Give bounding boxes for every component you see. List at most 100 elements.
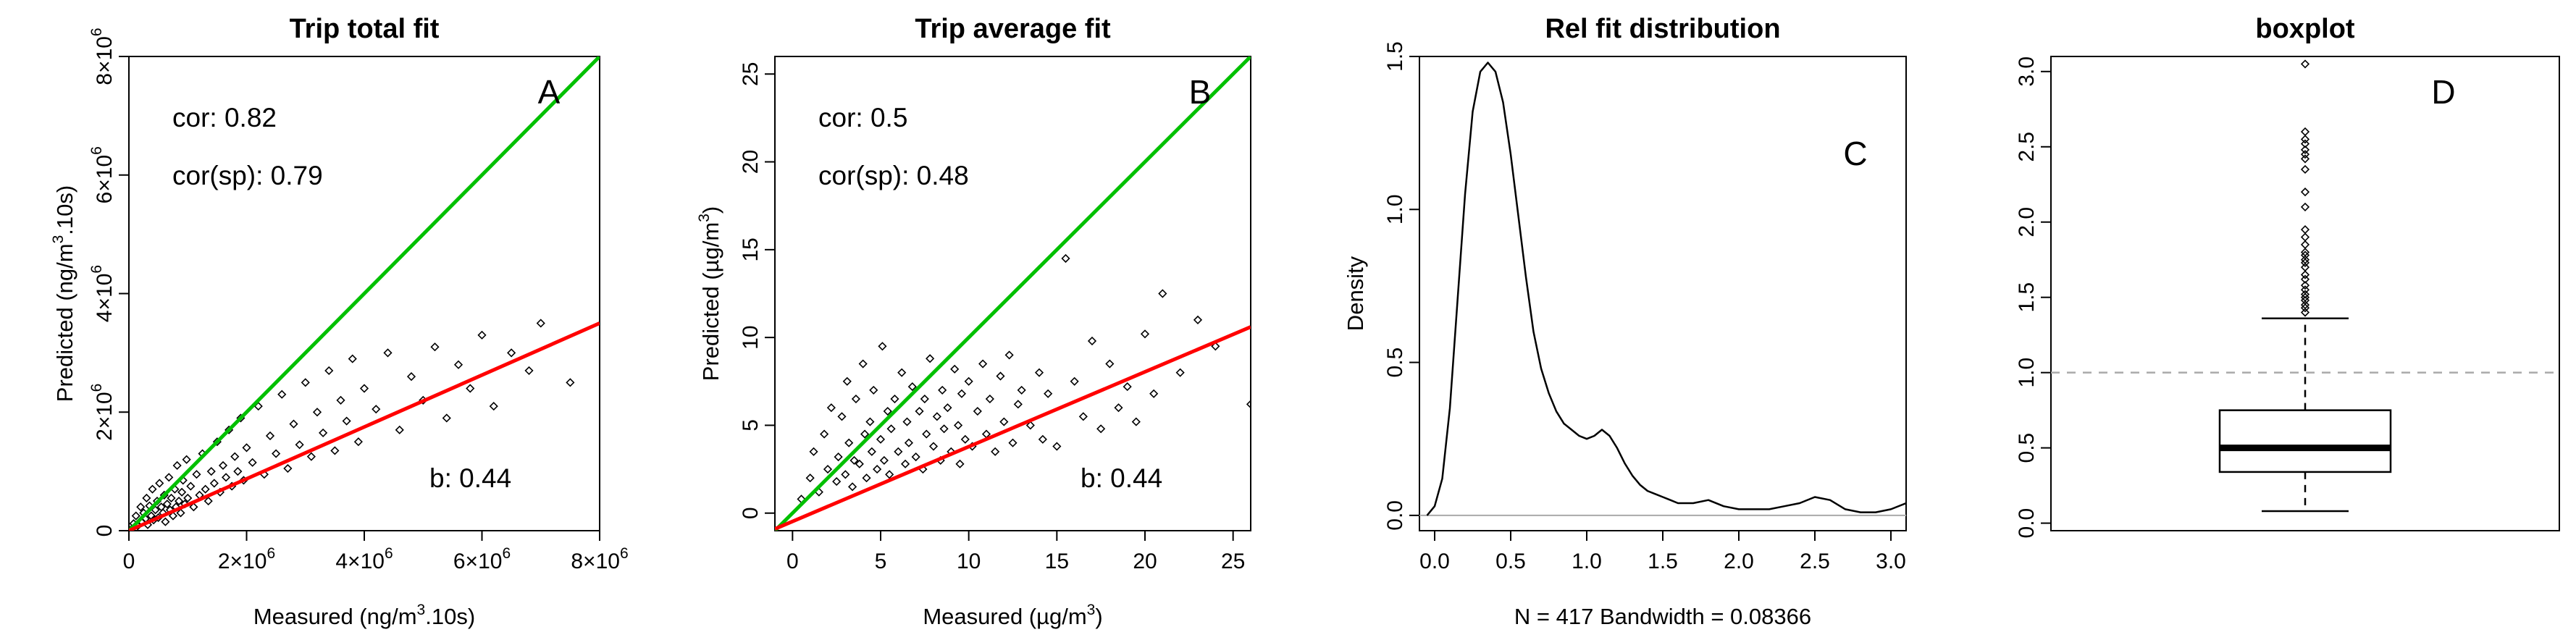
outlier-point: [2300, 188, 2310, 197]
x-tick-label: 2.0: [1724, 550, 1754, 573]
y-tick-label: 1.0: [2015, 358, 2039, 388]
data-point: [837, 412, 847, 421]
data-point: [1114, 403, 1123, 413]
x-tick-label: 0.5: [1495, 550, 1526, 573]
data-point: [1149, 389, 1159, 398]
data-point: [960, 434, 970, 444]
chart-title: boxplot: [2255, 14, 2355, 44]
x-tick-label-exp: 6: [502, 545, 511, 562]
data-layer: [129, 56, 600, 531]
y-axis-label-post: .10s): [52, 185, 77, 235]
y-tick-label: 2.5: [2015, 132, 2039, 162]
data-point: [406, 372, 416, 382]
data-point: [221, 473, 231, 482]
outlier-point: [2300, 240, 2310, 250]
x-axis-label-pre: Measured (µg/m: [923, 604, 1086, 629]
data-point: [820, 429, 829, 439]
x-tick-label: 2×106: [218, 545, 275, 573]
data-point: [950, 364, 960, 374]
data-point: [885, 470, 894, 479]
data-point: [489, 401, 498, 411]
data-point: [430, 342, 440, 352]
x-tick-label-exp: 6: [267, 545, 275, 562]
data-point: [902, 417, 912, 426]
outlier-point: [2300, 59, 2310, 69]
x-tick-label: 4×106: [335, 545, 393, 573]
data-point: [883, 406, 892, 416]
data-point: [142, 493, 151, 503]
outlier-point: [2300, 290, 2310, 299]
data-point: [162, 500, 172, 509]
outlier-point: [2300, 280, 2310, 290]
data-point: [873, 465, 882, 474]
panel-letter: C: [1843, 135, 1867, 172]
outlier-point: [2300, 232, 2310, 242]
y-axis-label-sup: 3: [50, 235, 67, 244]
data-point: [477, 330, 487, 340]
x-axis-label-post: ): [1095, 604, 1102, 629]
data-point: [136, 502, 146, 512]
data-point: [566, 378, 575, 387]
data-point: [858, 359, 868, 369]
data-point: [168, 511, 178, 521]
data-point: [172, 460, 182, 471]
y-tick-label: 0: [739, 507, 763, 519]
fit-line: [129, 321, 600, 531]
panel-b-trip-average-fit: Trip average fit 0 5 10 15 20 25 0 5 10 15 20 25 Meas…: [696, 14, 1251, 629]
data-point: [922, 429, 931, 439]
data-point: [248, 458, 257, 467]
identity-line: [129, 56, 600, 531]
chart-title: Trip total fit: [290, 14, 440, 44]
y-axis-label: Density: [1343, 256, 1368, 331]
data-point: [904, 438, 914, 447]
data-layer: [2051, 59, 2559, 513]
x-axis-label-pre: Measured (ng/m: [253, 604, 417, 629]
y-tick-label-base: 4×10: [93, 274, 117, 323]
y-axis-label-pre: Predicted (µg/m: [698, 222, 723, 381]
data-point: [890, 394, 899, 404]
x-axis-label: N = 417 Bandwidth = 0.08366: [1514, 604, 1811, 629]
y-tick-label: 20: [739, 150, 763, 174]
data-point: [383, 348, 393, 358]
x-tick-label: 20: [1133, 550, 1157, 573]
data-point: [964, 376, 973, 386]
panel-d-boxplot: boxplot 0.0 0.5 1.0 1.5 2.0 2.5 3.0 D: [2015, 14, 2560, 538]
y-axis-label-sup: 3: [696, 214, 713, 222]
data-point: [1087, 336, 1097, 346]
y-tick-label: 6×106: [88, 146, 117, 203]
y-tick-label: 4×106: [88, 265, 117, 322]
data-point: [991, 447, 1000, 456]
y-tick-label: 5: [739, 419, 763, 431]
data-point: [897, 368, 907, 377]
data-point: [847, 482, 857, 492]
panel-letter: B: [1189, 73, 1212, 111]
outlier-point: [2300, 300, 2310, 310]
data-point: [928, 442, 939, 451]
y-tick-label: 3.0: [2015, 56, 2039, 87]
density-curve: [1426, 62, 1906, 516]
data-point: [536, 319, 545, 328]
data-point: [1140, 329, 1150, 339]
y-tick-label: 2.0: [2015, 207, 2039, 237]
x-tick-label: 3.0: [1876, 550, 1906, 573]
data-point: [862, 473, 871, 483]
data-point: [319, 428, 328, 437]
x-tick-label: 5: [875, 550, 887, 573]
x-tick-label-base: 8×10: [571, 550, 620, 573]
data-point: [312, 408, 322, 417]
outlier-point: [2300, 274, 2310, 284]
x-tick-label: 25: [1221, 550, 1245, 573]
cor-label: cor: 0.82: [172, 103, 277, 132]
data-point: [176, 508, 185, 518]
y-tick-label: 0.0: [1383, 500, 1407, 531]
data-point: [324, 366, 334, 376]
outlier-point: [2300, 285, 2310, 295]
data-point: [920, 394, 929, 404]
identity-line: [775, 56, 1251, 531]
data-point: [1034, 368, 1044, 377]
x-tick-label: 1.5: [1648, 550, 1678, 573]
data-point: [1017, 385, 1026, 395]
plot-frame: [2050, 56, 2560, 531]
